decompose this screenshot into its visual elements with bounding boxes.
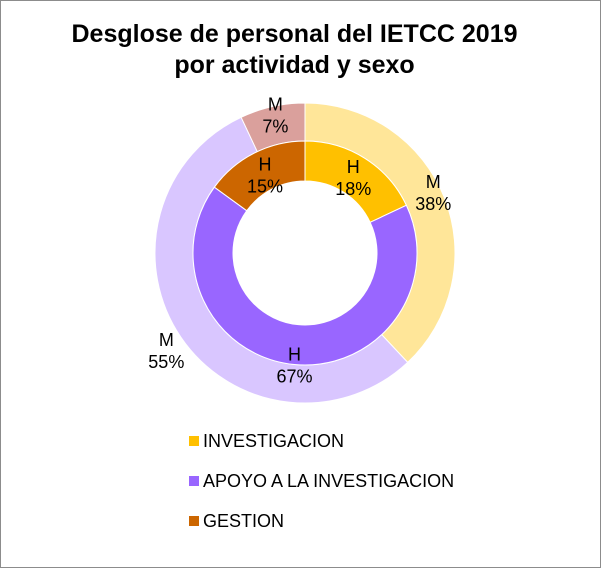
- data-label-inner-investigacion: H 18%: [335, 157, 371, 199]
- data-label-outer-gestion: M 7%: [262, 94, 288, 136]
- legend-item-gestion: GESTION: [189, 511, 454, 531]
- chart-legend: INVESTIGACION APOYO A LA INVESTIGACION G…: [189, 431, 454, 551]
- legend-swatch-gestion: [189, 516, 199, 526]
- data-label-outer-apoyo: M 55%: [148, 330, 184, 372]
- legend-label-gestion: GESTION: [203, 510, 285, 531]
- legend-item-investigacion: INVESTIGACION: [189, 431, 454, 451]
- legend-label-investigacion: INVESTIGACION: [203, 430, 345, 451]
- chart-title-line-2: por actividad y sexo: [174, 51, 415, 79]
- data-label-inner-apoyo: H 67%: [276, 345, 312, 387]
- slice-inner-apoyo: [192, 186, 418, 366]
- legend-swatch-apoyo: [189, 476, 199, 486]
- slice-inner-gestion: [213, 140, 306, 212]
- chart-title-line-1: Desglose de personal del IETCC 2019: [71, 20, 518, 48]
- legend-swatch-investigacion: [189, 436, 199, 446]
- data-label-inner-gestion: H 15%: [247, 155, 283, 197]
- legend-item-apoyo: APOYO A LA INVESTIGACION: [189, 471, 454, 491]
- chart-title: Desglose de personal del IETCC 2019 por …: [1, 19, 588, 81]
- legend-label-apoyo: APOYO A LA INVESTIGACION: [203, 470, 455, 491]
- data-label-outer-investigacion: M 38%: [415, 172, 451, 214]
